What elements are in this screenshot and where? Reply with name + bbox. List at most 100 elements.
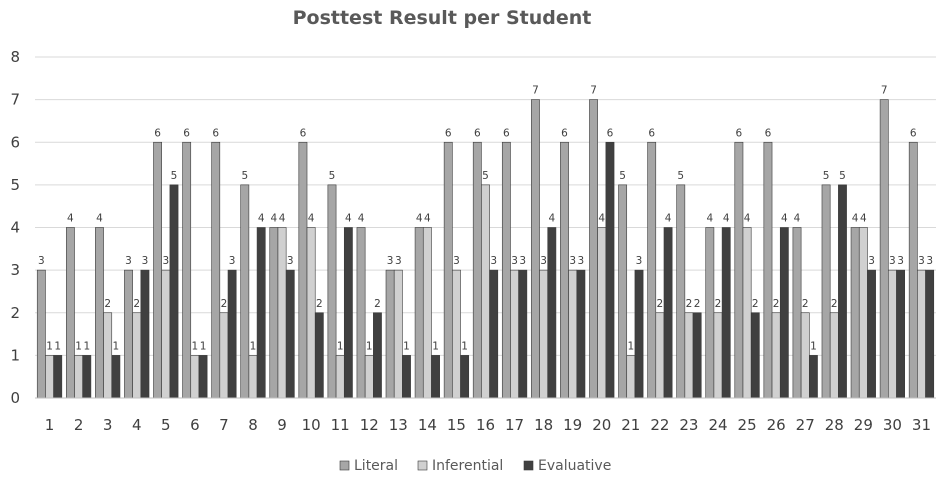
data-label-inferential-4: 2 <box>133 298 140 310</box>
bar-literal-16 <box>472 141 482 399</box>
data-label-inferential-9: 4 <box>279 213 286 225</box>
bar-inferential-27 <box>800 312 810 399</box>
bar-evaluative-11 <box>343 227 353 399</box>
data-label-literal-9: 4 <box>271 213 278 225</box>
bar-evaluative-8 <box>256 227 266 399</box>
bar-evaluative-23 <box>692 312 702 399</box>
bar-evaluative-24 <box>721 227 731 399</box>
bar-literal-19 <box>560 141 569 399</box>
bar-inferential-20 <box>597 227 607 399</box>
y-tick-label: 6 <box>10 133 20 151</box>
data-label-literal-29: 4 <box>852 213 859 225</box>
bar-literal-27 <box>792 227 802 399</box>
bar-evaluative-10 <box>314 312 324 399</box>
data-label-literal-7: 6 <box>212 127 219 139</box>
bar-evaluative-20 <box>605 141 615 399</box>
data-label-evaluative-23: 2 <box>694 298 701 310</box>
bar-evaluative-18 <box>547 227 557 399</box>
bar-inferential-7 <box>219 312 229 399</box>
bar-inferential-10 <box>306 227 316 399</box>
bar-inferential-12 <box>364 355 374 399</box>
legend-label-evaluative: Evaluative <box>538 458 611 474</box>
bar-inferential-31 <box>917 269 926 399</box>
bar-inferential-30 <box>888 269 897 399</box>
data-label-evaluative-14: 1 <box>432 340 439 352</box>
data-label-inferential-10: 4 <box>308 213 315 225</box>
bar-literal-5 <box>153 141 162 399</box>
bar-literal-24 <box>705 227 715 399</box>
data-label-evaluative-26: 4 <box>781 213 788 225</box>
legend-swatch-evaluative <box>523 460 534 471</box>
bar-literal-30 <box>879 99 889 399</box>
bar-literal-13 <box>385 269 395 399</box>
bar-inferential-26 <box>771 312 781 399</box>
bar-evaluative-17 <box>518 269 528 399</box>
data-label-literal-18: 7 <box>532 85 539 97</box>
data-label-evaluative-9: 3 <box>287 255 294 267</box>
x-tick-label: 1 <box>45 416 55 434</box>
bar-evaluative-25 <box>750 312 760 399</box>
data-label-literal-26: 6 <box>765 127 772 139</box>
data-label-evaluative-20: 6 <box>607 127 614 139</box>
data-label-evaluative-19: 3 <box>578 255 585 267</box>
bar-inferential-29 <box>858 227 868 399</box>
data-label-inferential-31: 3 <box>918 255 925 267</box>
x-tick-label: 13 <box>389 416 408 434</box>
bar-inferential-14 <box>422 227 432 399</box>
bar-inferential-3 <box>103 312 113 399</box>
data-label-literal-20: 7 <box>590 85 597 97</box>
y-tick-label: 3 <box>10 261 20 279</box>
bar-literal-8 <box>240 184 250 399</box>
data-label-literal-23: 5 <box>677 170 684 182</box>
bar-evaluative-21 <box>634 269 644 399</box>
x-tick-label: 22 <box>650 416 669 434</box>
bar-evaluative-5 <box>169 184 179 399</box>
bar-literal-25 <box>734 141 744 399</box>
bar-inferential-19 <box>568 269 578 399</box>
data-label-literal-2: 4 <box>67 213 74 225</box>
data-label-inferential-12: 1 <box>366 340 373 352</box>
x-tick-label: 8 <box>248 416 258 434</box>
data-label-inferential-28: 2 <box>831 298 838 310</box>
data-label-inferential-19: 3 <box>569 255 576 267</box>
data-label-evaluative-21: 3 <box>636 255 643 267</box>
data-label-inferential-6: 1 <box>192 340 199 352</box>
x-tick-label: 12 <box>360 416 379 434</box>
data-label-literal-21: 5 <box>619 170 626 182</box>
data-label-evaluative-11: 4 <box>345 213 352 225</box>
data-label-inferential-20: 4 <box>598 213 605 225</box>
data-label-literal-4: 3 <box>125 255 132 267</box>
x-tick-label: 6 <box>190 416 200 434</box>
legend-label-inferential: Inferential <box>432 458 503 474</box>
bar-inferential-21 <box>626 355 636 399</box>
data-label-inferential-25: 4 <box>744 213 751 225</box>
data-label-inferential-2: 1 <box>75 340 82 352</box>
x-tick-label: 10 <box>302 416 321 434</box>
bar-literal-23 <box>676 184 686 399</box>
data-label-literal-19: 6 <box>561 127 568 139</box>
legend: Literal Inferential Evaluative <box>339 458 611 474</box>
bar-literal-22 <box>647 141 657 399</box>
bar-literal-6 <box>182 141 192 399</box>
data-label-evaluative-15: 1 <box>461 340 468 352</box>
data-label-evaluative-2: 1 <box>83 340 90 352</box>
y-tick-label: 0 <box>10 389 20 407</box>
bar-evaluative-19 <box>576 269 586 399</box>
bar-literal-17 <box>501 141 511 399</box>
bar-literal-11 <box>327 184 337 399</box>
data-label-evaluative-30: 3 <box>897 255 904 267</box>
bar-evaluative-7 <box>227 269 237 399</box>
bar-evaluative-31 <box>925 269 935 399</box>
bar-evaluative-30 <box>896 269 906 399</box>
bar-inferential-25 <box>742 227 752 399</box>
x-tick-label: 26 <box>767 416 786 434</box>
bar-evaluative-4 <box>140 269 150 399</box>
data-label-literal-12: 4 <box>358 213 365 225</box>
bar-evaluative-16 <box>489 269 499 399</box>
data-label-evaluative-12: 2 <box>374 298 381 310</box>
data-label-inferential-3: 2 <box>104 298 111 310</box>
bar-evaluative-12 <box>373 312 382 399</box>
x-tick-label: 5 <box>161 416 171 434</box>
data-label-literal-10: 6 <box>300 127 307 139</box>
bar-evaluative-28 <box>838 184 847 399</box>
